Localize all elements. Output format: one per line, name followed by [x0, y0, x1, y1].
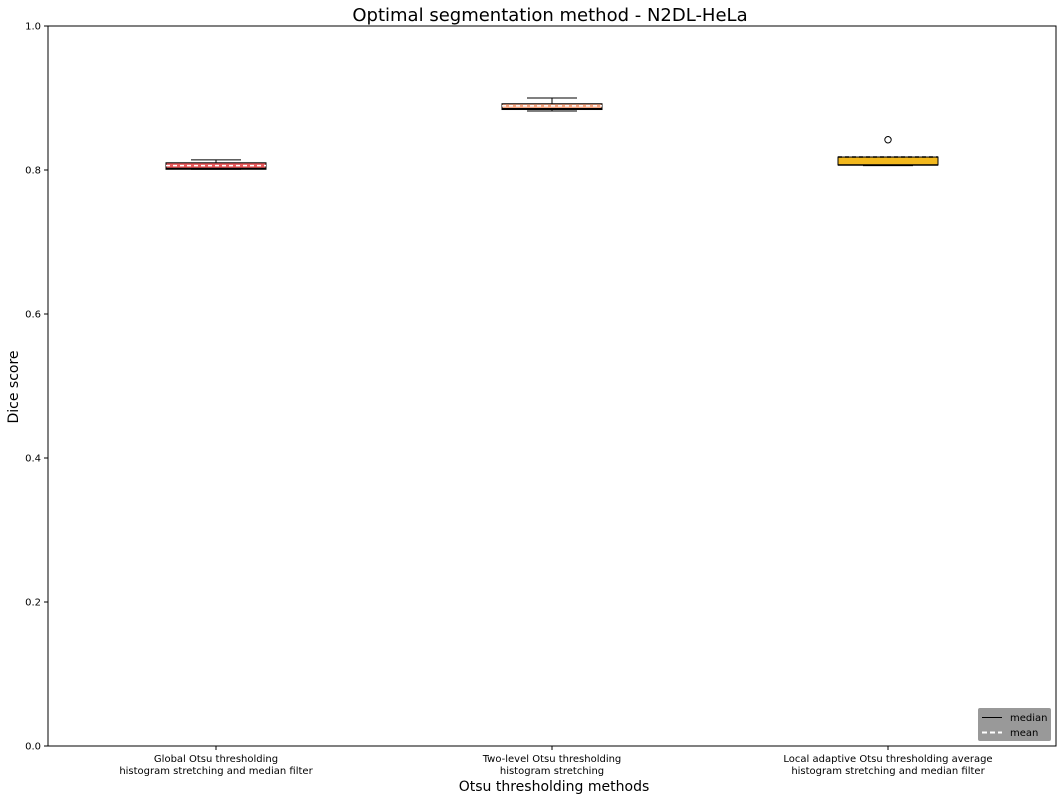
- y-tick-label: 1.0: [25, 22, 41, 33]
- box-group: [165, 97, 939, 170]
- x-tick-label-line2: histogram stretching and median filter: [119, 766, 313, 777]
- y-tick-label: 0.0: [25, 742, 41, 753]
- y-axis-label: Dice score: [6, 350, 22, 423]
- y-tick-label: 0.8: [25, 166, 41, 177]
- legend: median mean: [978, 708, 1051, 741]
- legend-median-label: median: [1010, 713, 1048, 724]
- y-axis: 0.0 0.2 0.4 0.6 0.8 1.0: [25, 22, 48, 753]
- y-tick-label: 0.4: [25, 454, 41, 465]
- chart-title: Optimal segmentation method - N2DL-HeLa: [352, 5, 747, 26]
- plot-frame: [47, 25, 1057, 747]
- legend-background: [978, 708, 1051, 741]
- y-tick-label: 0.2: [25, 598, 41, 609]
- box: [837, 156, 939, 166]
- outlier-point: [884, 136, 892, 144]
- x-tick-label-line2: histogram stretching and median filter: [791, 766, 985, 777]
- x-tick-label-line2: histogram stretching: [500, 766, 604, 777]
- legend-mean-label: mean: [1010, 728, 1038, 739]
- x-tick-label-line1: Local adaptive Otsu thresholding average: [783, 754, 992, 765]
- x-axis-label: Otsu thresholding methods: [459, 779, 650, 795]
- y-tick-label: 0.6: [25, 310, 41, 321]
- x-tick-label-line1: Global Otsu thresholding: [154, 754, 278, 765]
- x-tick-label-line1: Two-level Otsu thresholding: [482, 754, 622, 765]
